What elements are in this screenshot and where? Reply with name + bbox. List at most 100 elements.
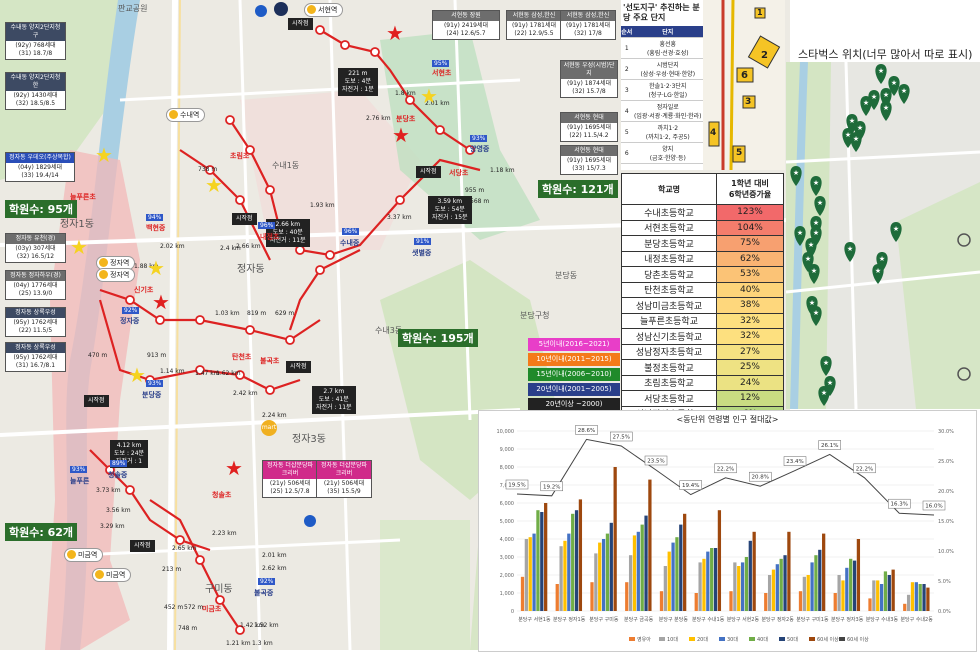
place-label: 수내3동 (375, 326, 403, 335)
complex-box[interactable]: 수내동 양지2단지청한 (92y) 1430세대 (32) 18.5/8.5 (5, 72, 66, 110)
landmark-pin-icon[interactable] (274, 2, 288, 16)
bar (659, 591, 664, 611)
starbucks-pin-icon[interactable]: ★ (814, 196, 826, 216)
starbucks-pin-icon[interactable]: ★ (808, 264, 820, 284)
line-series (516, 438, 935, 516)
table-row: 탄천초등학교 40% (621, 281, 784, 298)
complex-box[interactable]: 수내동 양지2단지청구 (92y) 768세대 (31) 18.7/8 (5, 22, 66, 60)
school-label: 청솔초 (212, 491, 232, 499)
starbucks-pin-icon[interactable]: ★ (820, 356, 832, 376)
starbucks-map[interactable]: ★ ★ ★ ★ ★ ★ ★ ★ ★ ★ ★ ★ ★ ★ ★ ★ ★ ★ ★ ★ ★ ★ ★ ★ ★ ★ ★ ★ ★ (786, 62, 980, 409)
growth-rate: 24% (716, 374, 784, 391)
distance-label: 1.18 km (490, 167, 515, 174)
legend-item: 20년이내(2001~2005) (528, 383, 620, 396)
starbucks-pin-icon[interactable]: ★ (890, 222, 902, 242)
starbucks-pin-icon[interactable]: ★ (844, 242, 856, 262)
y2-tick-label: 5.0% (938, 579, 951, 585)
starbucks-pin-icon[interactable]: ★ (810, 176, 822, 196)
starbucks-pin-icon[interactable]: ★ (888, 76, 900, 96)
bar (775, 564, 779, 611)
table-header: 학교명 (621, 173, 717, 205)
svg-text:★: ★ (797, 229, 803, 237)
bar (779, 558, 783, 611)
starbucks-pin-icon[interactable]: ★ (810, 306, 822, 326)
y-tick-label: 5,000 (500, 519, 514, 525)
starbucks-pin-icon[interactable]: ★ (850, 132, 862, 152)
distance-label: 470 m (88, 352, 108, 359)
distance-label: 572 m (184, 604, 204, 611)
station-migeum[interactable]: 미금역 (92, 568, 132, 582)
subway-icon (67, 550, 76, 559)
starbucks-pin-icon[interactable]: ★ (872, 264, 884, 284)
bar (883, 571, 888, 611)
table-row: 내정초등학교 62% (621, 250, 784, 267)
place-label: 정자3동 (292, 434, 326, 445)
school-label: 서현초 (432, 69, 452, 77)
growth-rate: 38% (716, 297, 784, 314)
school-label: 서당초 (449, 169, 469, 177)
starbucks-pin-icon[interactable]: ★ (790, 166, 802, 186)
school-label: 분당초 (396, 115, 416, 123)
data-label-box (749, 471, 772, 482)
complex-box[interactable]: 서현동 장원 (91y) 2419세대 (24) 12.6/5.7 (432, 10, 500, 40)
bar (767, 575, 772, 611)
station-seohyeon[interactable]: 서현역 (304, 3, 344, 17)
star-icon: ★ (152, 290, 170, 314)
complex-box[interactable]: 정자동 정자하우(경) (04y) 1776세대 (25) 13.9/0 (5, 270, 66, 300)
starbucks-pin-icon[interactable]: ★ (842, 128, 854, 148)
bar (706, 551, 710, 611)
station-sunae[interactable]: 수내역 (166, 108, 206, 122)
starbucks-pin-icon[interactable]: ★ (860, 96, 872, 116)
starbucks-pin-icon[interactable]: ★ (880, 101, 892, 121)
starbucks-pin-icon[interactable]: ★ (794, 226, 806, 246)
complex-box[interactable]: 정자동 유천(경) (03y) 307세대 (32) 16.5/12 (5, 233, 66, 263)
station-jeongja[interactable]: 정자역 (96, 268, 136, 282)
complex-box[interactable]: 정자동 우데오(주상복합) (04y) 1829세대 (33) 19.4/14 (5, 152, 75, 182)
distance-label: 1.8 km (395, 90, 416, 97)
starbucks-pin-icon[interactable]: ★ (875, 64, 887, 84)
svg-text:★: ★ (883, 91, 889, 99)
school-label: 미금초 (202, 605, 222, 613)
y-tick-label: 8,000 (500, 465, 514, 471)
distance-label: 2.62 km (262, 565, 287, 572)
bar (683, 513, 687, 611)
complex-box[interactable]: 서현동 삼성,한신 (91y) 1781세대 (32) 17/8 (560, 10, 616, 40)
x-tick-label: 분당구 수내1동 (692, 616, 725, 623)
place-label: 수내1동 (272, 161, 300, 170)
starbucks-pin-icon[interactable]: ★ (898, 84, 910, 104)
complex-box[interactable]: 정자동 상록우성 (95y) 1762세대 (22) 11.5/5 (5, 307, 66, 337)
complex-box[interactable]: 서현동 삼성,한신 (91y) 1781세대 (22) 12.9/5.5 (506, 10, 562, 40)
place-label: 분당동 (555, 271, 578, 280)
data-label-box (540, 481, 563, 492)
svg-text:★: ★ (871, 93, 877, 101)
hospital-pin-icon[interactable] (255, 5, 267, 17)
place-label: 구미동 (205, 584, 233, 595)
mart-pin-icon[interactable]: mart (261, 420, 277, 436)
hospital-pin-icon[interactable] (304, 515, 316, 527)
table-row: 성남신기초등학교 32% (621, 328, 784, 345)
growth-rate: 40% (716, 281, 784, 298)
bar (849, 558, 853, 611)
table-row: 성남정자초등학교 27% (621, 343, 784, 360)
data-label-box (853, 463, 876, 474)
data-label-box (888, 498, 911, 509)
complex-box[interactable]: 정자동 더샵분당파크리버 (21y) 506세대 (35) 15.5/9 (316, 460, 372, 498)
complex-box[interactable]: 서현동 우성(시범)단지 (91y) 1874세대 (32) 15.7/8 (560, 60, 618, 98)
school-pct: 96% (342, 228, 360, 235)
svg-text:★: ★ (857, 124, 863, 132)
complex-box[interactable]: 정자동 상록우성 (95y) 1762세대 (31) 16.7/8.1 (5, 342, 66, 372)
growth-rate: 27% (716, 343, 784, 360)
distance-label: 2.66 km (236, 243, 261, 250)
complex-box[interactable]: 서현동 현대 (91y) 1695세대 (22) 11.5/4.2 (560, 112, 618, 142)
complex-box[interactable]: 정자동 더샵분당파크리버 (21y) 506세대 (25) 12.5/7.8 (262, 460, 318, 498)
school-pct: 92% (122, 307, 140, 314)
school-label: 청솔중 (108, 471, 128, 479)
starbucks-pin-icon[interactable]: ★ (818, 386, 830, 406)
bar (891, 569, 895, 611)
complex-box[interactable]: 서현동 현대 (91y) 1695세대 (33) 15/7.3 (560, 145, 618, 175)
growth-rate: 53% (716, 266, 784, 283)
station-migeum[interactable]: 미금역 (64, 548, 104, 562)
distance-label: 819 m (247, 310, 267, 317)
y-tick-label: 3,000 (500, 555, 514, 561)
academy-count: 학원수: 121개 (538, 180, 618, 198)
